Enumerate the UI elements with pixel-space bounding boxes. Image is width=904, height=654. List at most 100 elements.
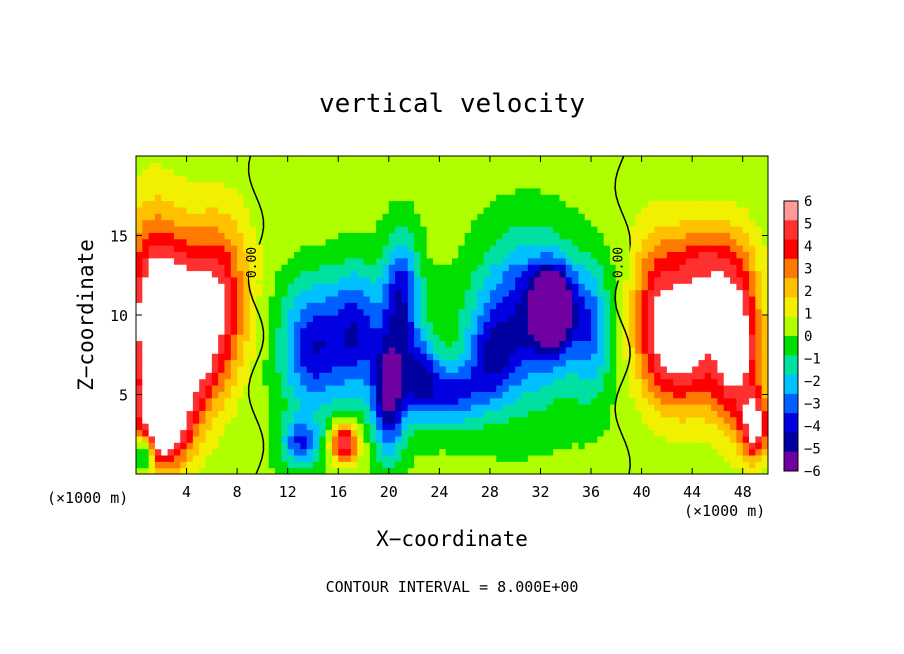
heatmap-cell <box>357 461 365 469</box>
heatmap-cell <box>205 442 213 450</box>
heatmap-cell <box>243 257 251 265</box>
heatmap-cell <box>154 213 162 221</box>
heatmap-cell <box>249 410 257 418</box>
heatmap-cell <box>388 181 396 189</box>
heatmap-cell <box>325 283 333 291</box>
heatmap-cell <box>275 416 282 424</box>
heatmap-cell <box>199 429 207 437</box>
heatmap-cell <box>300 315 308 322</box>
heatmap-cell <box>483 454 491 462</box>
heatmap-cell <box>685 346 693 354</box>
heatmap-cell <box>647 346 655 354</box>
heatmap-cell <box>312 346 320 354</box>
heatmap-cell <box>603 289 611 297</box>
heatmap-cell <box>306 334 314 342</box>
heatmap-cell <box>679 454 687 462</box>
heatmap-cell <box>357 359 365 367</box>
heatmap-cell <box>647 175 655 183</box>
heatmap-cell <box>502 232 510 240</box>
heatmap-cell <box>136 359 143 367</box>
heatmap-cell <box>319 448 327 456</box>
heatmap-cell <box>363 397 371 405</box>
heatmap-cell <box>312 200 320 208</box>
heatmap-cell <box>711 308 719 316</box>
heatmap-cell <box>723 378 731 386</box>
heatmap-cell <box>755 283 763 291</box>
heatmap-cell <box>736 194 744 202</box>
heatmap-cell <box>458 213 466 221</box>
heatmap-cell <box>742 206 750 214</box>
heatmap-cell <box>521 416 529 424</box>
heatmap-cell <box>616 289 624 297</box>
heatmap-cell <box>142 435 150 443</box>
heatmap-cell <box>496 448 504 456</box>
heatmap-cell <box>565 251 573 259</box>
heatmap-cell <box>306 232 314 240</box>
heatmap-cell <box>584 384 592 392</box>
heatmap-cell <box>199 315 207 322</box>
heatmap-cell <box>382 353 390 361</box>
heatmap-cell <box>287 308 295 316</box>
heatmap-cell <box>559 225 567 233</box>
heatmap-cell <box>489 206 497 214</box>
heatmap-cell <box>483 264 491 272</box>
heatmap-cell <box>161 315 169 322</box>
heatmap-cell <box>230 410 238 418</box>
heatmap-cell <box>180 315 188 322</box>
heatmap-cell <box>325 435 333 443</box>
heatmap-cell <box>407 391 415 399</box>
heatmap-cell <box>591 264 598 272</box>
heatmap-cell <box>287 168 295 176</box>
heatmap-cell <box>281 365 289 373</box>
heatmap-cell <box>148 232 156 240</box>
heatmap-cell <box>338 264 346 272</box>
heatmap-cell <box>742 461 750 469</box>
heatmap-cell <box>704 359 712 367</box>
heatmap-cell <box>249 397 257 405</box>
heatmap-cell <box>243 168 251 176</box>
heatmap-cell <box>268 302 276 310</box>
heatmap-cell <box>685 321 693 329</box>
heatmap-cell <box>350 327 358 335</box>
heatmap-cell <box>300 175 308 183</box>
heatmap-cell <box>275 295 282 303</box>
heatmap-cell <box>275 467 282 474</box>
heatmap-cell <box>312 270 320 278</box>
heatmap-cell <box>692 327 700 335</box>
heatmap-cell <box>483 410 491 418</box>
heatmap-cell <box>553 448 561 456</box>
heatmap-cell <box>458 289 466 297</box>
heatmap-cell <box>294 346 301 354</box>
heatmap-cell <box>685 168 693 176</box>
heatmap-cell <box>692 156 700 163</box>
heatmap-cell <box>711 334 719 342</box>
heatmap-cell <box>357 200 365 208</box>
heatmap-cell <box>565 461 573 469</box>
heatmap-cell <box>515 213 523 221</box>
heatmap-cell <box>136 327 143 335</box>
heatmap-cell <box>673 200 681 208</box>
heatmap-cell <box>319 270 327 278</box>
heatmap-cell <box>414 238 421 246</box>
heatmap-cell <box>502 435 510 443</box>
heatmap-cell <box>281 283 289 291</box>
heatmap-cell <box>603 359 611 367</box>
heatmap-cell <box>325 359 333 367</box>
heatmap-cell <box>300 454 308 462</box>
heatmap-cell <box>610 289 617 297</box>
heatmap-cell <box>294 378 301 386</box>
heatmap-cell <box>730 397 737 405</box>
heatmap-cell <box>382 423 390 431</box>
heatmap-cell <box>591 283 598 291</box>
heatmap-cell <box>230 365 238 373</box>
heatmap-cell <box>338 442 346 450</box>
heatmap-cell <box>262 187 270 195</box>
heatmap-cell <box>572 467 579 474</box>
heatmap-cell <box>186 467 194 474</box>
heatmap-cell <box>723 454 731 462</box>
heatmap-cell <box>433 410 440 418</box>
heatmap-cell <box>489 334 497 342</box>
heatmap-cell <box>300 270 308 278</box>
heatmap-cell <box>641 302 649 310</box>
heatmap-cell <box>546 181 554 189</box>
